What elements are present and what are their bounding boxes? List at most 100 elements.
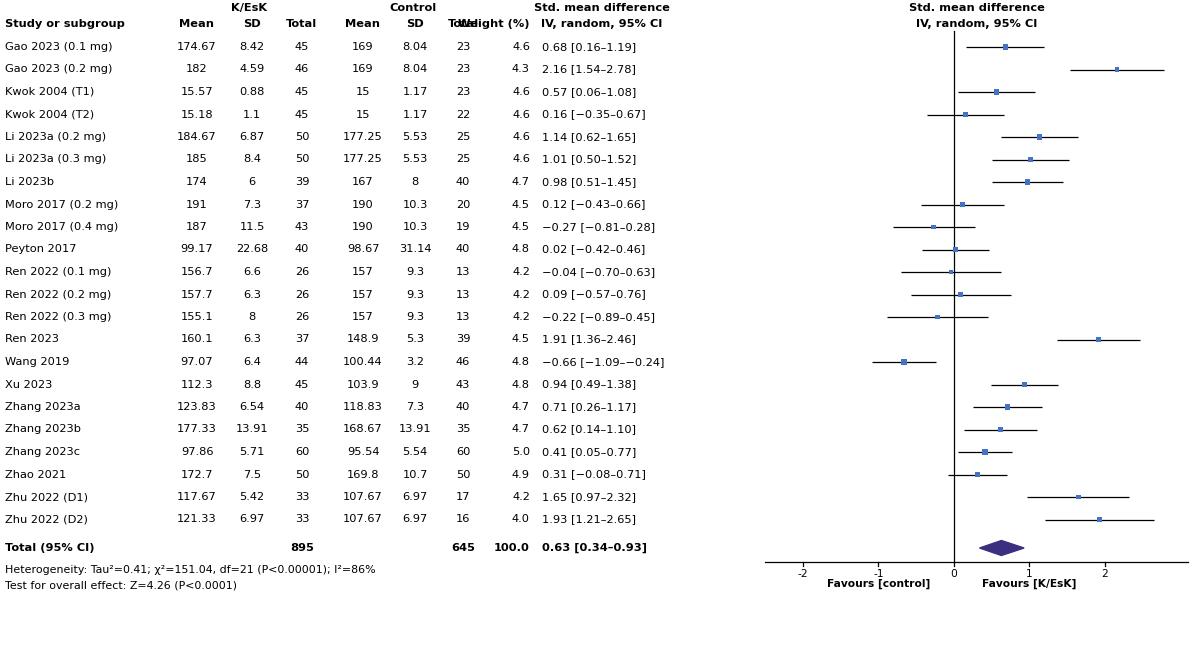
Text: 45: 45 bbox=[295, 42, 310, 52]
Text: 25: 25 bbox=[456, 154, 470, 164]
Text: 4.7: 4.7 bbox=[512, 424, 530, 434]
FancyBboxPatch shape bbox=[960, 202, 965, 207]
Text: 8.04: 8.04 bbox=[402, 42, 427, 52]
Text: 0.16 [−0.35–0.67]: 0.16 [−0.35–0.67] bbox=[542, 110, 646, 120]
Text: 46: 46 bbox=[456, 357, 470, 367]
Text: 45: 45 bbox=[295, 110, 310, 120]
Text: 4.6: 4.6 bbox=[512, 154, 530, 164]
Text: Wang 2019: Wang 2019 bbox=[5, 357, 70, 367]
Text: 31.14: 31.14 bbox=[398, 244, 431, 255]
Text: 0.88: 0.88 bbox=[239, 87, 265, 97]
Text: 190: 190 bbox=[352, 200, 374, 210]
Text: 0.71 [0.26–1.17]: 0.71 [0.26–1.17] bbox=[542, 402, 636, 412]
Text: 177.25: 177.25 bbox=[343, 132, 383, 142]
Text: 13: 13 bbox=[456, 267, 470, 277]
FancyBboxPatch shape bbox=[998, 427, 1003, 432]
Text: 191: 191 bbox=[186, 200, 208, 210]
Text: 15.57: 15.57 bbox=[181, 87, 214, 97]
Text: 15: 15 bbox=[355, 87, 371, 97]
Text: Control: Control bbox=[389, 3, 437, 13]
Text: 121.33: 121.33 bbox=[178, 514, 217, 524]
Text: Std. mean difference: Std. mean difference bbox=[908, 3, 1044, 13]
Text: 8: 8 bbox=[412, 177, 419, 187]
Text: 190: 190 bbox=[352, 222, 374, 232]
Text: 9: 9 bbox=[412, 379, 419, 389]
Text: 157: 157 bbox=[352, 289, 374, 299]
Text: 0.62 [0.14–1.10]: 0.62 [0.14–1.10] bbox=[542, 424, 636, 434]
Text: 6.97: 6.97 bbox=[239, 514, 265, 524]
Text: Heterogeneity: Tau²=0.41; χ²=151.04, df=21 (P<0.00001); I²=86%: Heterogeneity: Tau²=0.41; χ²=151.04, df=… bbox=[5, 565, 376, 575]
Text: IV, random, 95% CI: IV, random, 95% CI bbox=[916, 19, 1037, 29]
Text: 157: 157 bbox=[352, 267, 374, 277]
Text: Test for overall effect: Z=4.26 (P<0.0001): Test for overall effect: Z=4.26 (P<0.000… bbox=[5, 581, 238, 591]
Text: Moro 2017 (0.2 mg): Moro 2017 (0.2 mg) bbox=[5, 200, 119, 210]
Text: 40: 40 bbox=[295, 402, 310, 412]
Text: 35: 35 bbox=[295, 424, 310, 434]
Text: 26: 26 bbox=[295, 312, 310, 322]
Text: 0.68 [0.16–1.19]: 0.68 [0.16–1.19] bbox=[542, 42, 636, 52]
FancyBboxPatch shape bbox=[931, 224, 936, 230]
Text: 4.2: 4.2 bbox=[512, 289, 530, 299]
FancyBboxPatch shape bbox=[974, 472, 980, 477]
Text: 1.17: 1.17 bbox=[402, 87, 427, 97]
Text: Std. mean difference: Std. mean difference bbox=[534, 3, 670, 13]
Text: 4.3: 4.3 bbox=[512, 65, 530, 75]
Text: 169: 169 bbox=[352, 42, 374, 52]
Text: Ren 2022 (0.2 mg): Ren 2022 (0.2 mg) bbox=[5, 289, 112, 299]
Text: 13.91: 13.91 bbox=[235, 424, 269, 434]
Text: 3.2: 3.2 bbox=[406, 357, 424, 367]
Text: SD: SD bbox=[406, 19, 424, 29]
Text: 177.25: 177.25 bbox=[343, 154, 383, 164]
Text: Li 2023a (0.3 mg): Li 2023a (0.3 mg) bbox=[5, 154, 107, 164]
Text: 0.94 [0.49–1.38]: 0.94 [0.49–1.38] bbox=[542, 379, 636, 389]
Text: 5.42: 5.42 bbox=[240, 492, 264, 502]
Text: Favours [K/EsK]: Favours [K/EsK] bbox=[982, 579, 1076, 589]
Text: SD: SD bbox=[244, 19, 260, 29]
Text: 184.67: 184.67 bbox=[178, 132, 217, 142]
Text: 26: 26 bbox=[295, 267, 310, 277]
Text: Kwok 2004 (T2): Kwok 2004 (T2) bbox=[5, 110, 94, 120]
Text: 172.7: 172.7 bbox=[181, 470, 214, 480]
Text: 168.67: 168.67 bbox=[343, 424, 383, 434]
Text: 40: 40 bbox=[295, 244, 310, 255]
Text: 1.65 [0.97–2.32]: 1.65 [0.97–2.32] bbox=[542, 492, 636, 502]
Text: 7.5: 7.5 bbox=[242, 470, 262, 480]
Text: 155.1: 155.1 bbox=[181, 312, 214, 322]
FancyBboxPatch shape bbox=[964, 112, 968, 117]
Text: 7.3: 7.3 bbox=[242, 200, 262, 210]
Text: 169.8: 169.8 bbox=[347, 470, 379, 480]
Text: 182: 182 bbox=[186, 65, 208, 75]
FancyBboxPatch shape bbox=[1076, 495, 1081, 499]
Text: 9.3: 9.3 bbox=[406, 267, 424, 277]
Text: 4.6: 4.6 bbox=[512, 132, 530, 142]
Text: Zhu 2022 (D1): Zhu 2022 (D1) bbox=[5, 492, 88, 502]
FancyBboxPatch shape bbox=[1027, 157, 1033, 162]
Text: 33: 33 bbox=[295, 492, 310, 502]
Text: 46: 46 bbox=[295, 65, 310, 75]
Text: 8: 8 bbox=[248, 312, 256, 322]
Text: 100.44: 100.44 bbox=[343, 357, 383, 367]
Text: 9.3: 9.3 bbox=[406, 289, 424, 299]
Text: 1.17: 1.17 bbox=[402, 110, 427, 120]
Text: 123.83: 123.83 bbox=[178, 402, 217, 412]
Text: 4.6: 4.6 bbox=[512, 110, 530, 120]
Text: 8.04: 8.04 bbox=[402, 65, 427, 75]
Text: Mean: Mean bbox=[180, 19, 215, 29]
Text: −0.04 [−0.70–0.63]: −0.04 [−0.70–0.63] bbox=[542, 267, 655, 277]
Text: Favours [control]: Favours [control] bbox=[827, 579, 930, 589]
Text: 0.31 [−0.08–0.71]: 0.31 [−0.08–0.71] bbox=[542, 470, 646, 480]
Text: 23: 23 bbox=[456, 87, 470, 97]
Text: 156.7: 156.7 bbox=[181, 267, 214, 277]
Text: Gao 2023 (0.2 mg): Gao 2023 (0.2 mg) bbox=[5, 65, 113, 75]
Text: Weight (%): Weight (%) bbox=[458, 19, 530, 29]
Text: 4.7: 4.7 bbox=[512, 177, 530, 187]
Text: 5.54: 5.54 bbox=[402, 447, 427, 457]
Text: 2.16 [1.54–2.78]: 2.16 [1.54–2.78] bbox=[542, 65, 636, 75]
Text: 15.18: 15.18 bbox=[181, 110, 214, 120]
Text: 6.97: 6.97 bbox=[402, 492, 427, 502]
Text: 23: 23 bbox=[456, 42, 470, 52]
Text: 160.1: 160.1 bbox=[181, 335, 214, 345]
Text: 98.67: 98.67 bbox=[347, 244, 379, 255]
Text: 40: 40 bbox=[456, 244, 470, 255]
Text: 0.41 [0.05–0.77]: 0.41 [0.05–0.77] bbox=[542, 447, 636, 457]
